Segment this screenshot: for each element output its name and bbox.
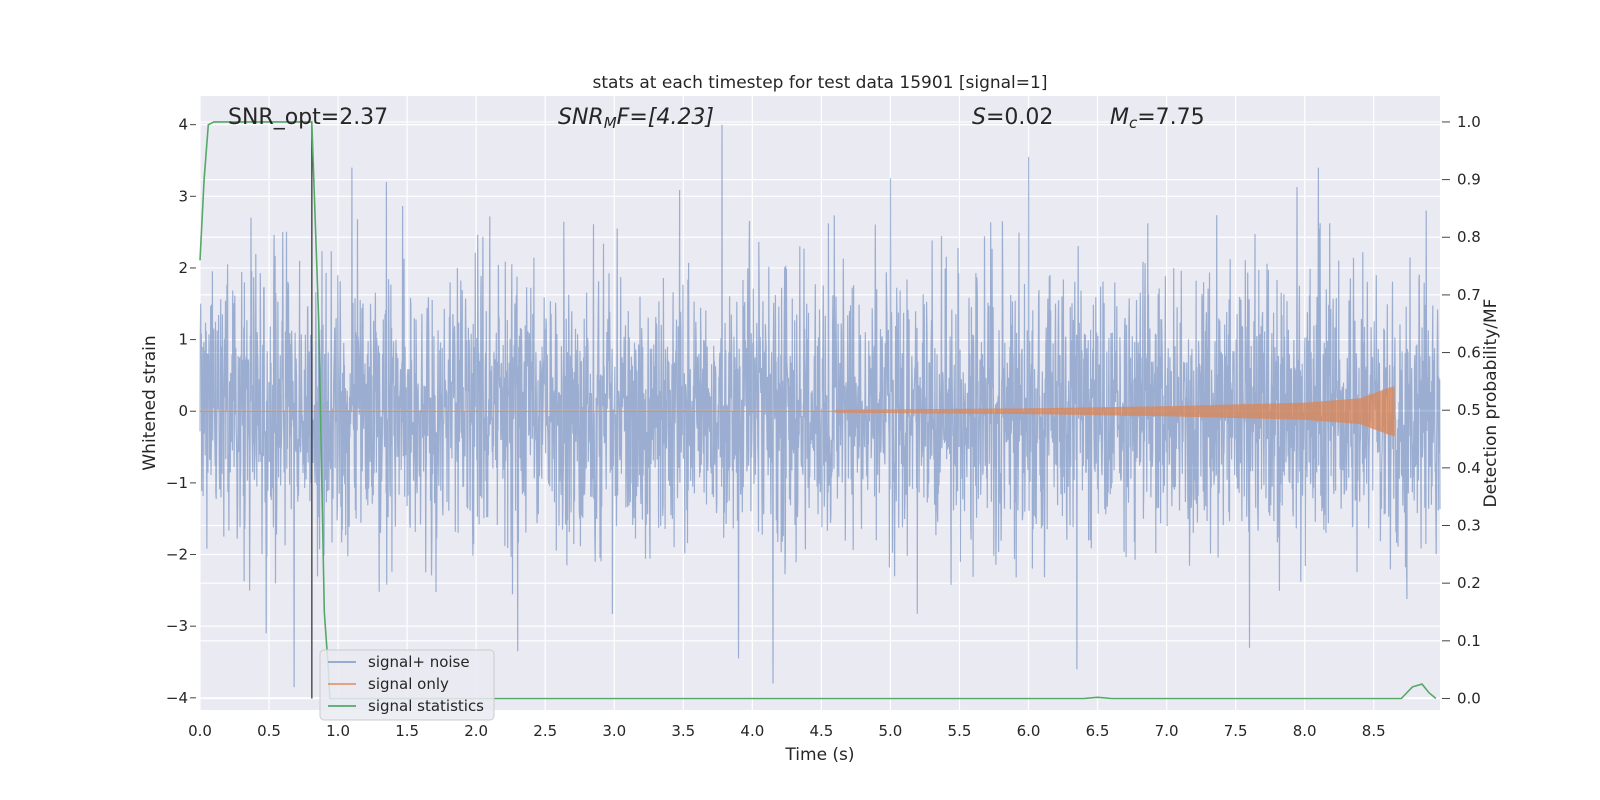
- legend-label-signal-only: signal only: [368, 675, 449, 693]
- x-tick-label: 1.0: [326, 722, 350, 740]
- x-tick-label: 3.5: [671, 722, 695, 740]
- annotation-snr-mf-sub: M: [604, 114, 617, 132]
- y-tick-label-left: 1: [178, 331, 188, 349]
- y-axis-label-right: Detection probability/MF: [1481, 299, 1501, 508]
- annotation-s: S=0.02: [972, 105, 1053, 130]
- y-tick-label-left: 4: [178, 116, 188, 134]
- y-tick-label-left: 2: [178, 259, 188, 277]
- x-tick-label: 2.0: [464, 722, 488, 740]
- annotation-mc-sub: c: [1129, 114, 1138, 132]
- y-tick-label-right: 0.4: [1457, 459, 1481, 477]
- y-tick-label-left: 0: [178, 402, 188, 420]
- x-tick-label: 6.5: [1086, 722, 1110, 740]
- annotation-mc: Mc=7.75: [1110, 105, 1205, 132]
- x-tick-label: 6.0: [1017, 722, 1041, 740]
- series-signal-noise: [199, 124, 1441, 688]
- annotation-mc-suffix: =7.75: [1137, 105, 1204, 130]
- y-tick-label-right: 0.8: [1457, 228, 1481, 246]
- legend-label-signal-statistics: signal statistics: [368, 697, 484, 715]
- signal-only-line: [834, 386, 1395, 437]
- annotation-snr-mf-prefix: SNR: [558, 105, 604, 130]
- legend: signal+ noise signal only signal statist…: [319, 649, 495, 721]
- x-tick-label: 7.5: [1224, 722, 1248, 740]
- x-tick-label: 5.0: [878, 722, 902, 740]
- y-tick-label-right: 0.7: [1457, 286, 1481, 304]
- annotation-snr-mf: SNRMF=[4.23]: [558, 105, 714, 132]
- x-tick-label: 0.0: [188, 722, 212, 740]
- legend-label-signal-noise: signal+ noise: [368, 653, 470, 671]
- x-tick-label: 7.0: [1155, 722, 1179, 740]
- chart-title: stats at each timestep for test data 159…: [593, 73, 1048, 93]
- x-tick-label: 2.5: [533, 722, 557, 740]
- x-tick-label: 3.0: [602, 722, 626, 740]
- x-tick-label: 0.5: [257, 722, 281, 740]
- x-tick-label: 8.5: [1362, 722, 1386, 740]
- x-tick-label: 4.0: [740, 722, 764, 740]
- y-tick-label-right: 0.1: [1457, 632, 1481, 650]
- series-signal-only: [200, 386, 1395, 437]
- y-tick-label-right: 0.9: [1457, 171, 1481, 189]
- y-tick-label-right: 0.5: [1457, 401, 1481, 419]
- annotation-snr-opt: SNR_opt=2.37: [228, 105, 388, 130]
- y-tick-label-left: −4: [166, 689, 188, 707]
- tick-labels: 0.0 0.5 1.0 1.5 2.0 2.5 3.0 3.5 4.0 4.5 5.0 5.5 6.0 6…: [166, 113, 1481, 740]
- y-tick-label-right: 0.6: [1457, 344, 1481, 362]
- x-tick-label: 1.5: [395, 722, 419, 740]
- x-tick-label: 4.5: [809, 722, 833, 740]
- y-tick-label-left: −3: [166, 617, 188, 635]
- y-tick-label-right: 1.0: [1457, 113, 1481, 131]
- signal-noise-line: [199, 124, 1441, 688]
- x-tick-label: 5.5: [948, 722, 972, 740]
- y-tick-label-right: 0.2: [1457, 574, 1481, 592]
- y-tick-label-left: −1: [166, 474, 188, 492]
- x-axis-label: Time (s): [784, 745, 854, 765]
- y-tick-label-right: 0.3: [1457, 517, 1481, 535]
- y-axis-label-left: Whitened strain: [140, 335, 160, 470]
- legend-box: [319, 649, 495, 721]
- annotation-s-prefix: S: [972, 105, 986, 130]
- annotation-snr-mf-suffix: F=[4.23]: [617, 105, 714, 130]
- y-tick-label-left: −2: [166, 546, 188, 564]
- annotation-mc-prefix: M: [1110, 105, 1129, 130]
- x-tick-label: 8.0: [1293, 722, 1317, 740]
- y-tick-label-left: 3: [178, 187, 188, 205]
- annotation-s-suffix: =0.02: [986, 105, 1053, 130]
- y-tick-label-right: 0.0: [1457, 689, 1481, 707]
